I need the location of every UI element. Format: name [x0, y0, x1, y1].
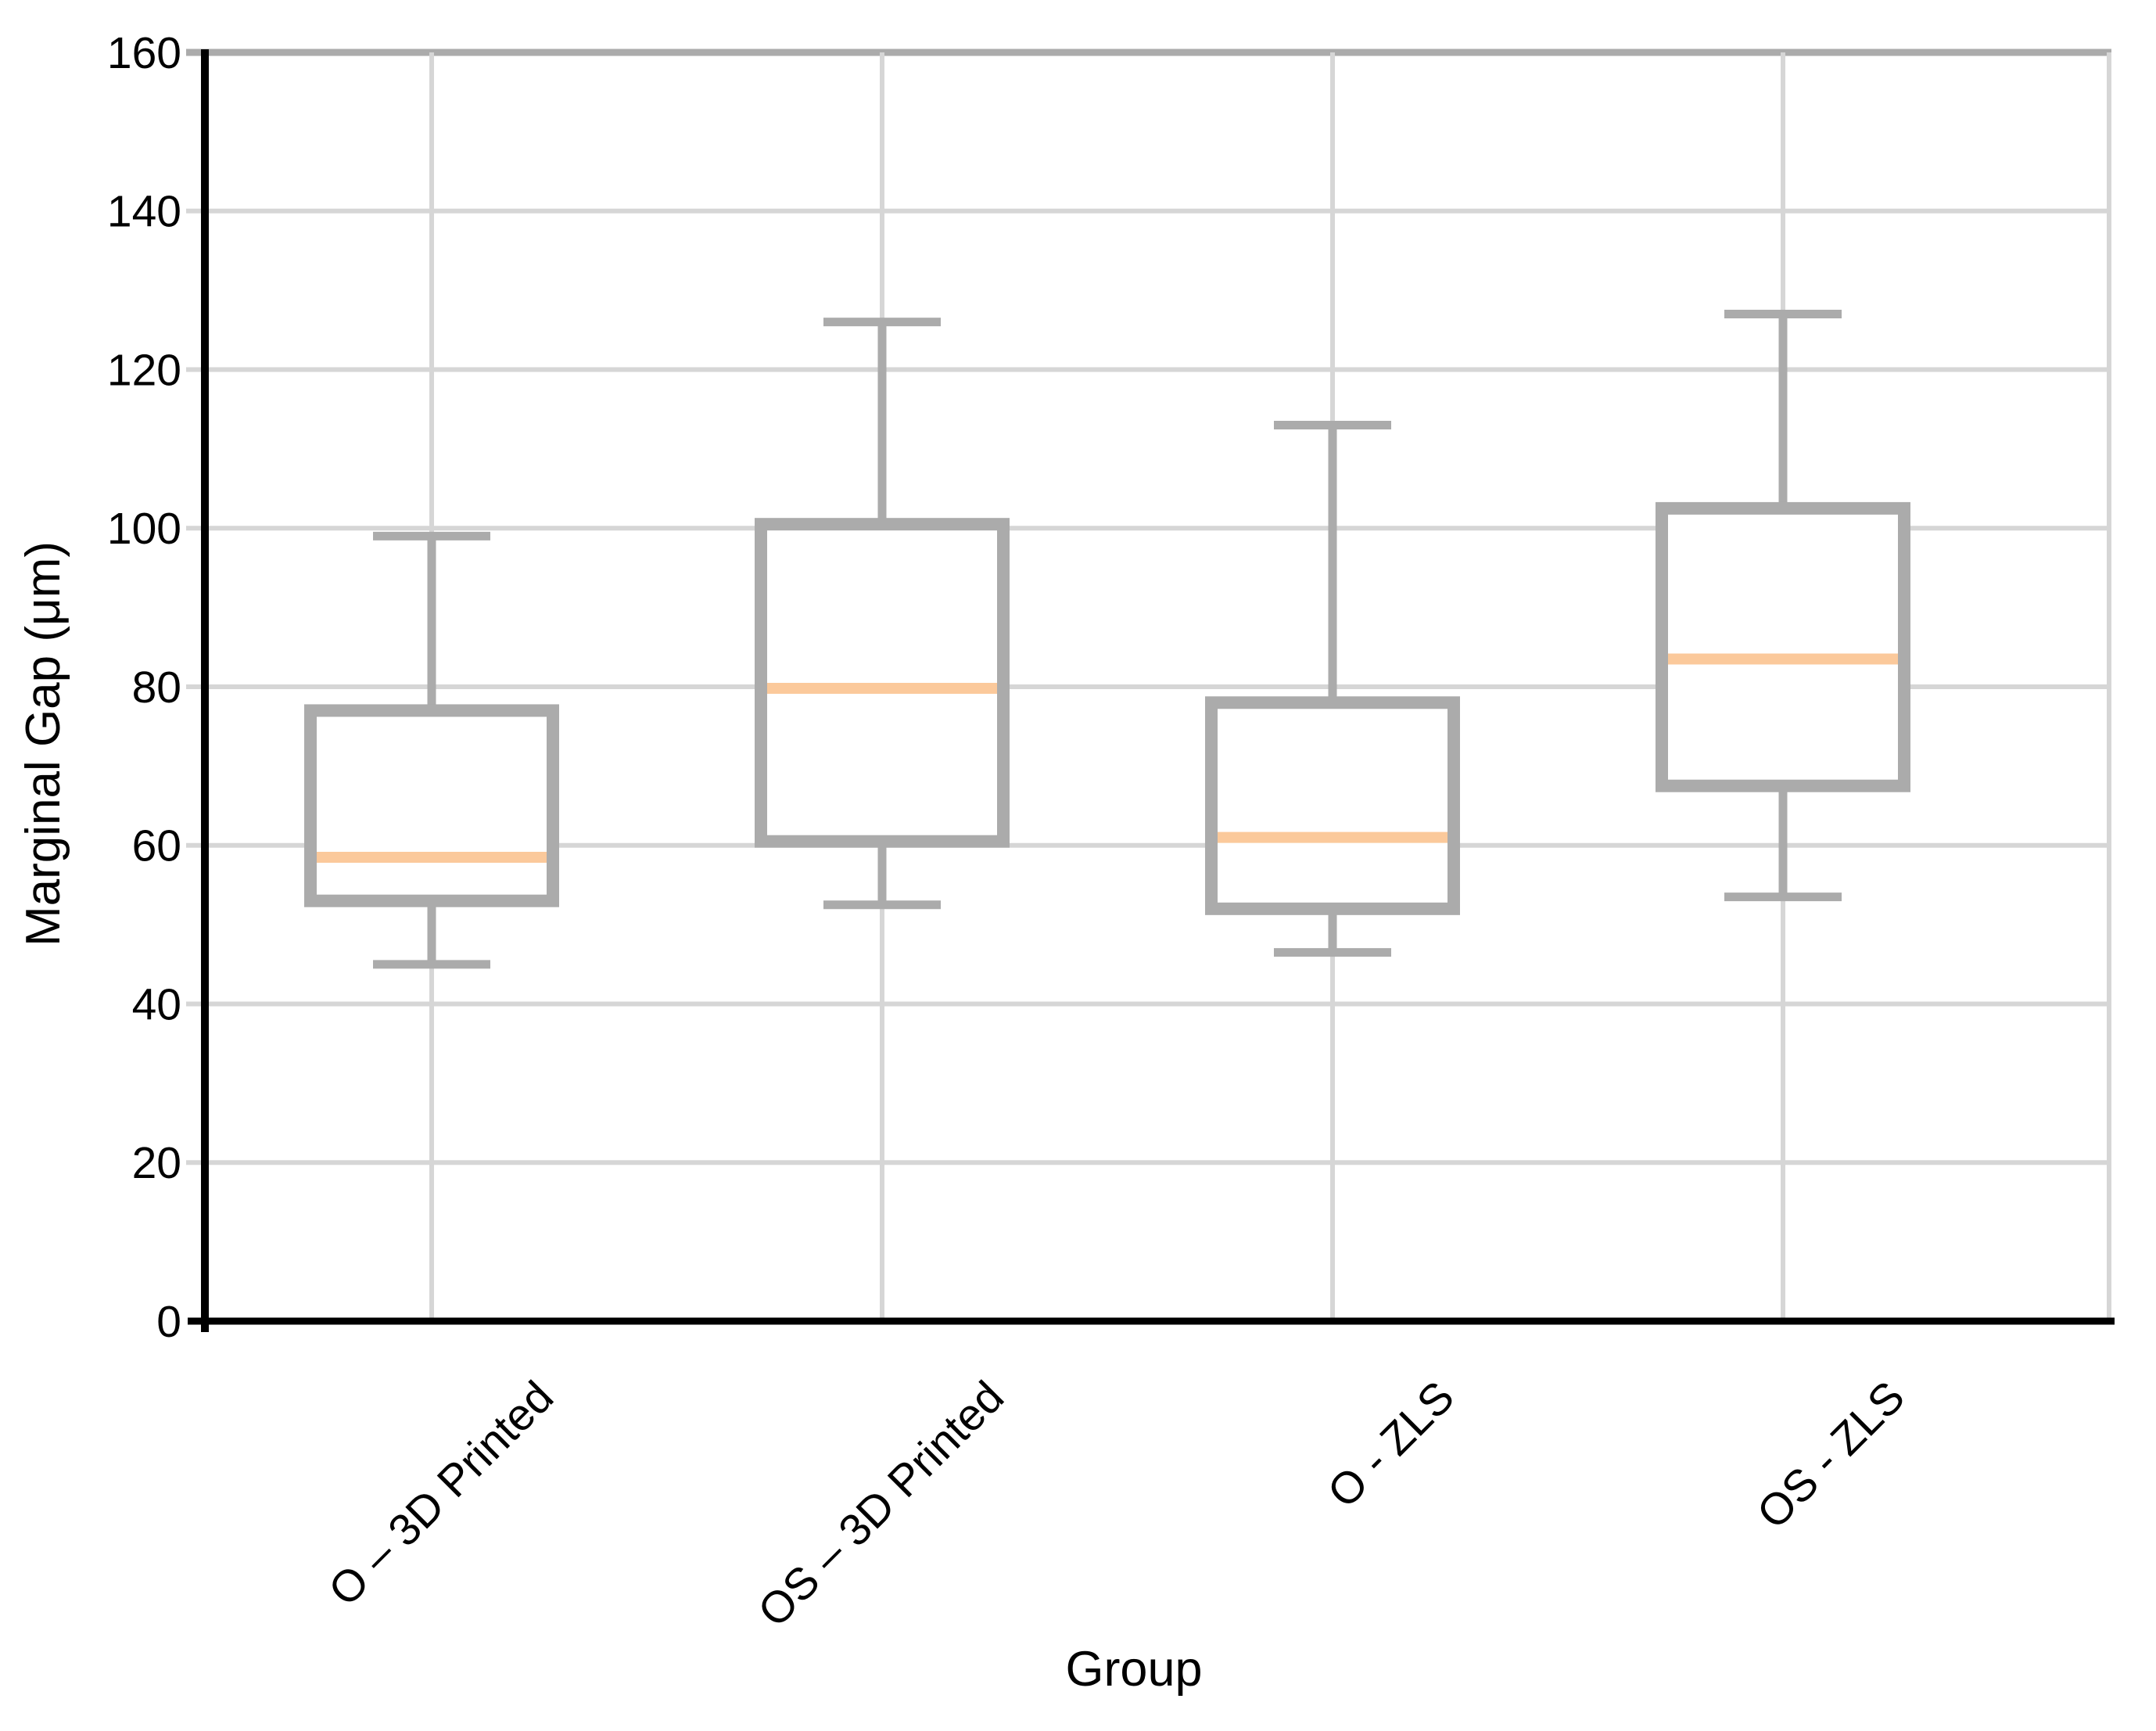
- y-tick-label: 0: [156, 1297, 181, 1347]
- iqr-box: [304, 704, 559, 907]
- y-tick-label: 40: [132, 979, 181, 1029]
- y-tick-label: 20: [132, 1138, 181, 1188]
- y-tick-label: 160: [107, 28, 181, 78]
- y-tick-label: 100: [107, 504, 181, 554]
- y-tick-label: 120: [107, 345, 181, 395]
- y-tick-label: 60: [132, 821, 181, 871]
- y-tick-label: 140: [107, 187, 181, 237]
- y-tick-label: 80: [132, 663, 181, 713]
- iqr-box: [1656, 501, 1910, 792]
- iqr-box: [1205, 696, 1460, 915]
- x-axis-title: Group: [1065, 1642, 1203, 1697]
- iqr-box: [755, 518, 1010, 848]
- y-axis-title: Marginal Gap (μm): [16, 540, 70, 947]
